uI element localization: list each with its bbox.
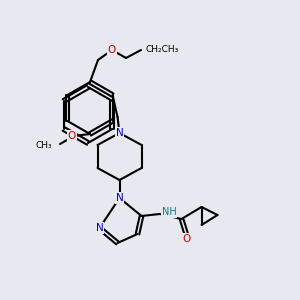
Text: O: O xyxy=(182,234,190,244)
Text: N: N xyxy=(96,223,104,233)
Text: CH₃: CH₃ xyxy=(35,142,52,151)
Text: O: O xyxy=(108,45,116,55)
Text: NH: NH xyxy=(161,207,176,217)
Text: N: N xyxy=(116,128,123,138)
Text: O: O xyxy=(68,131,76,141)
Text: N: N xyxy=(116,193,123,203)
Text: CH₂CH₃: CH₂CH₃ xyxy=(146,46,179,55)
